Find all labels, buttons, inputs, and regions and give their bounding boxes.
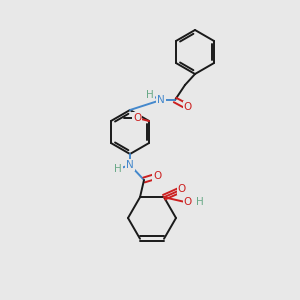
Text: H: H — [114, 164, 122, 174]
Text: O: O — [133, 113, 141, 123]
Text: N: N — [157, 95, 165, 105]
Text: H: H — [196, 197, 204, 207]
Text: N: N — [126, 160, 134, 170]
Text: O: O — [184, 197, 192, 207]
Text: O: O — [178, 184, 186, 194]
Text: O: O — [184, 102, 192, 112]
Text: O: O — [153, 171, 161, 181]
Text: H: H — [146, 90, 154, 100]
